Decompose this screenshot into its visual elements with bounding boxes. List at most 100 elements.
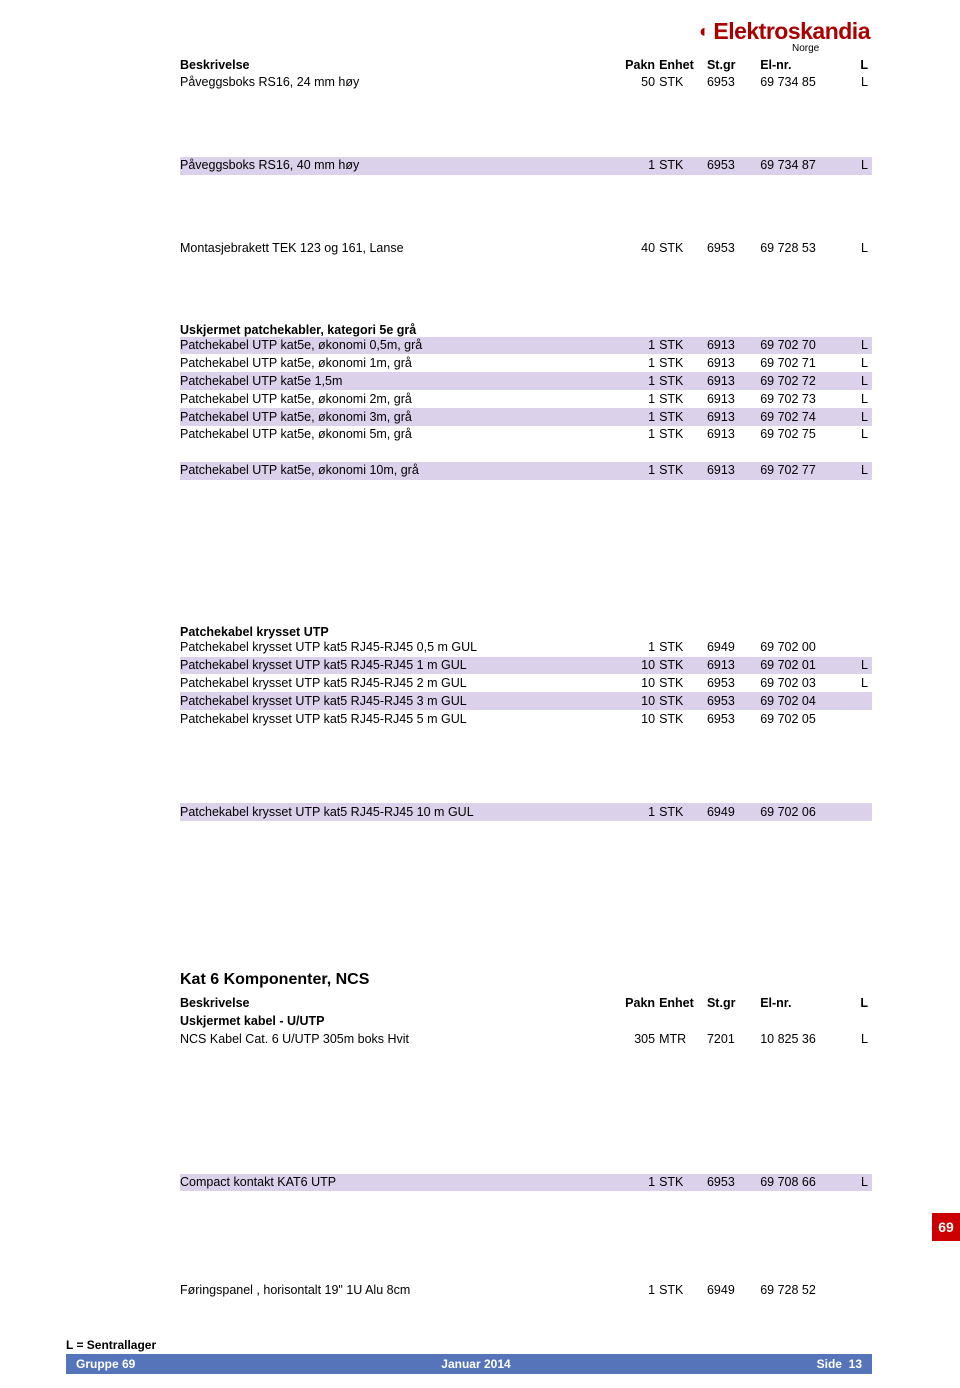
cell-elnr: 69 702 77 (760, 462, 850, 480)
table-row: NCS Kabel Cat. 6 U/UTP 305m boks Hvit305… (180, 1031, 872, 1049)
section-title-patchekabler: Uskjermet patchekabler, kategori 5e grå (180, 323, 872, 337)
brand-country: Norge (792, 43, 870, 54)
cell-l: L (851, 74, 872, 92)
cell-l (851, 803, 872, 821)
cell-l: L (851, 1031, 872, 1049)
cell-enhet: STK (659, 674, 707, 692)
table-row: Compact kontakt KAT6 UTP1STK695369 708 6… (180, 1174, 872, 1192)
cell-enhet: STK (659, 426, 707, 444)
cell-elnr: 69 734 87 (760, 157, 850, 175)
kat6-subheader: Uskjermet kabel - U/UTP (180, 1013, 611, 1031)
cell-pakn: 305 (611, 1031, 659, 1049)
cell-pakn: 10 (611, 692, 659, 710)
cell-enhet: STK (659, 692, 707, 710)
cell-l (851, 710, 872, 728)
cell-enhet: MTR (659, 1031, 707, 1049)
cell-enhet: STK (659, 390, 707, 408)
col-header-l: L (851, 56, 872, 74)
cell-l (851, 692, 872, 710)
cell-desc: Patchekabel UTP kat5e, økonomi 0,5m, grå (180, 337, 611, 355)
table-row: Patchekabel krysset UTP kat5 RJ45-RJ45 3… (180, 692, 872, 710)
col-header-stgr: St.gr (707, 56, 760, 74)
footer-left: Gruppe 69 (76, 1357, 135, 1371)
cell-elnr: 69 702 75 (760, 426, 850, 444)
cell-l: L (851, 372, 872, 390)
cell-stgr: 6913 (707, 426, 760, 444)
cell-enhet: STK (659, 657, 707, 675)
cell-desc: Patchekabel UTP kat5e, økonomi 3m, grå (180, 408, 611, 426)
cell-stgr: 6953 (707, 240, 760, 258)
cell-pakn: 1 (611, 639, 659, 657)
cell-enhet: STK (659, 1281, 707, 1299)
cell-l: L (851, 408, 872, 426)
cell-stgr: 7201 (707, 1031, 760, 1049)
cell-stgr: 6913 (707, 354, 760, 372)
table-row: Patchekabel UTP kat5e, økonomi 0,5m, grå… (180, 337, 872, 355)
cell-stgr: 6953 (707, 710, 760, 728)
cell-desc: Patchekabel krysset UTP kat5 RJ45-RJ45 2… (180, 674, 611, 692)
cell-elnr: 69 702 71 (760, 354, 850, 372)
cell-stgr: 6913 (707, 372, 760, 390)
table-row: Patchekabel krysset UTP kat5 RJ45-RJ45 5… (180, 710, 872, 728)
cell-l (851, 639, 872, 657)
cell-stgr: 6953 (707, 692, 760, 710)
cell-desc: Montasjebrakett TEK 123 og 161, Lanse (180, 240, 611, 258)
cell-desc: Patchekabel krysset UTP kat5 RJ45-RJ45 0… (180, 639, 611, 657)
cell-elnr: 69 702 72 (760, 372, 850, 390)
cell-pakn: 1 (611, 157, 659, 175)
cell-enhet: STK (659, 74, 707, 92)
cell-stgr: 6949 (707, 803, 760, 821)
cell-enhet: STK (659, 157, 707, 175)
cell-pakn: 40 (611, 240, 659, 258)
cell-stgr: 6913 (707, 462, 760, 480)
cell-desc: Patchekabel UTP kat5e, økonomi 10m, grå (180, 462, 611, 480)
footer-note: L = Sentrallager (66, 1338, 156, 1352)
cell-l: L (851, 426, 872, 444)
table-row: Patchekabel UTP kat5e, økonomi 3m, grå1S… (180, 408, 872, 426)
cell-stgr: 6913 (707, 390, 760, 408)
cell-stgr: 6913 (707, 408, 760, 426)
cell-pakn: 10 (611, 710, 659, 728)
cell-pakn: 1 (611, 1281, 659, 1299)
cell-pakn: 1 (611, 462, 659, 480)
cell-l: L (851, 657, 872, 675)
cell-desc: Patchekabel krysset UTP kat5 RJ45-RJ45 3… (180, 692, 611, 710)
table-row: Patchekabel UTP kat5e, økonomi 2m, grå1S… (180, 390, 872, 408)
footer-bar: Gruppe 69 Januar 2014 Side 13 (66, 1354, 872, 1374)
cell-l: L (851, 157, 872, 175)
cell-l: L (851, 674, 872, 692)
table-row: Patchekabel krysset UTP kat5 RJ45-RJ45 1… (180, 803, 872, 821)
cell-stgr: 6953 (707, 74, 760, 92)
cell-l (851, 1281, 872, 1299)
cell-enhet: STK (659, 462, 707, 480)
footer-right: Side 13 (817, 1357, 862, 1371)
cell-elnr: 69 702 01 (760, 657, 850, 675)
cell-desc: Påveggsboks RS16, 24 mm høy (180, 74, 611, 92)
footer-mid: Januar 2014 (135, 1357, 816, 1371)
table-row: Patchekabel krysset UTP kat5 RJ45-RJ45 1… (180, 657, 872, 675)
cell-pakn: 50 (611, 74, 659, 92)
cell-desc: Patchekabel UTP kat5e, økonomi 5m, grå (180, 426, 611, 444)
cell-l: L (851, 1174, 872, 1192)
brand-logo: ◐ Elektroskandia Norge (699, 18, 870, 54)
cell-enhet: STK (659, 803, 707, 821)
section-title-krysset: Patchekabel krysset UTP (180, 625, 872, 639)
cell-enhet: STK (659, 710, 707, 728)
cell-desc: Patchekabel UTP kat5e, økonomi 1m, grå (180, 354, 611, 372)
table-row: Påveggsboks RS16, 40 mm høy1STK695369 73… (180, 157, 872, 175)
col-header-pakn: Pakn (611, 56, 659, 74)
cell-stgr: 6913 (707, 337, 760, 355)
col-header-enhet: Enhet (659, 56, 707, 74)
cell-desc: Patchekabel UTP kat5e, økonomi 2m, grå (180, 390, 611, 408)
cell-enhet: STK (659, 372, 707, 390)
cell-l: L (851, 337, 872, 355)
cell-enhet: STK (659, 408, 707, 426)
cell-l: L (851, 390, 872, 408)
cell-l: L (851, 354, 872, 372)
cell-elnr: 69 702 70 (760, 337, 850, 355)
cell-enhet: STK (659, 240, 707, 258)
cell-elnr: 69 702 73 (760, 390, 850, 408)
cell-elnr: 10 825 36 (760, 1031, 850, 1049)
cell-desc: Føringspanel , horisontalt 19" 1U Alu 8c… (180, 1281, 611, 1299)
cell-pakn: 1 (611, 426, 659, 444)
